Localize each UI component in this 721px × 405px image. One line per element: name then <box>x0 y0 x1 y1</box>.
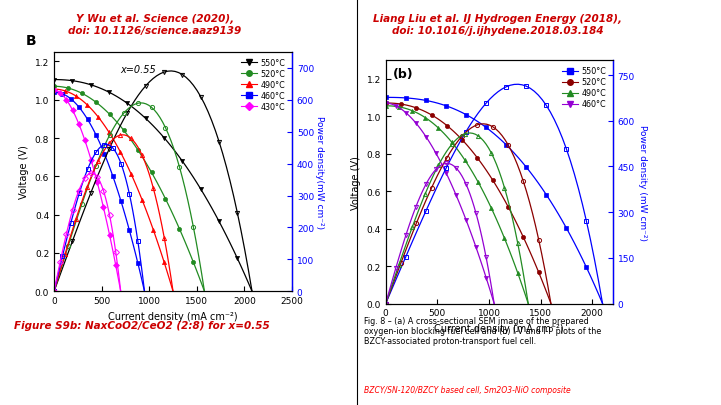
Legend: 550°C, 520°C, 490°C, 460°C, 430°C: 550°C, 520°C, 490°C, 460°C, 430°C <box>239 57 288 115</box>
Text: Y Wu et al. Science (2020),
doi: 10.1126/science.aaz9139: Y Wu et al. Science (2020), doi: 10.1126… <box>68 14 242 36</box>
Text: Liang Liu et al. IJ Hydrogen Energy (2018),
doi: 10.1016/j.ijhydene.2018.03.184: Liang Liu et al. IJ Hydrogen Energy (201… <box>373 14 622 36</box>
Text: Figure S9b: NaxCoO2/CeO2 (2:8) for x=0.55: Figure S9b: NaxCoO2/CeO2 (2:8) for x=0.5… <box>14 320 270 330</box>
Text: BZCY/SN-120/BZCY based cell, Sm2O3-NiO composite: BZCY/SN-120/BZCY based cell, Sm2O3-NiO c… <box>364 385 571 394</box>
Y-axis label: Power density (mW cm⁻²): Power density (mW cm⁻²) <box>639 124 647 240</box>
Text: Fig. 8 – (a) A cross-sectional SEM image of the prepared
oxygen-ion blocking fue: Fig. 8 – (a) A cross-sectional SEM image… <box>364 316 601 345</box>
Text: (b): (b) <box>392 68 413 81</box>
Text: x=0.55: x=0.55 <box>120 64 156 75</box>
Y-axis label: Power density(mW cm⁻²): Power density(mW cm⁻²) <box>315 116 324 228</box>
Legend: 550°C, 520°C, 490°C, 460°C: 550°C, 520°C, 490°C, 460°C <box>559 65 609 111</box>
Text: B: B <box>25 34 36 48</box>
Y-axis label: Voltage (V): Voltage (V) <box>19 145 30 199</box>
Y-axis label: Voltage (V): Voltage (V) <box>351 156 361 209</box>
X-axis label: Current density (mA cm⁻²): Current density (mA cm⁻²) <box>108 311 238 321</box>
X-axis label: Current density (mA cm⁻²): Current density (mA cm⁻²) <box>435 323 564 333</box>
